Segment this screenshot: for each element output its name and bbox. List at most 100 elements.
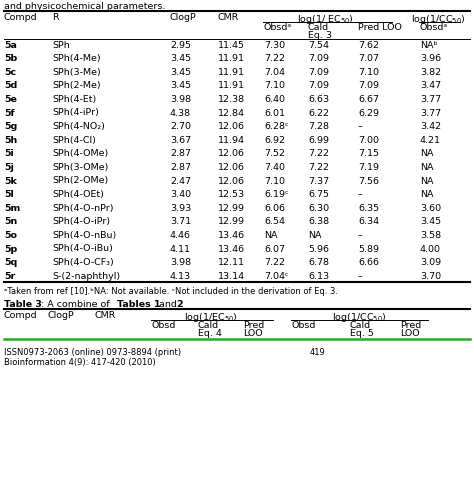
Text: 7.54: 7.54 [308,40,329,49]
Text: SPh(2-Me): SPh(2-Me) [52,81,100,90]
Text: ClogP: ClogP [48,311,75,320]
Text: 6.22: 6.22 [308,108,329,117]
Text: 7.30: 7.30 [264,40,285,49]
Text: 11.91: 11.91 [218,54,245,63]
Text: SPh(4-OEt): SPh(4-OEt) [52,190,104,199]
Text: 7.15: 7.15 [358,149,379,158]
Text: 4.11: 4.11 [170,245,191,253]
Text: 5q: 5q [4,258,17,267]
Text: 5e: 5e [4,95,17,104]
Text: 11.94: 11.94 [218,136,245,145]
Text: 7.09: 7.09 [308,54,329,63]
Text: 5p: 5p [4,245,17,253]
Text: Obsd: Obsd [292,321,316,330]
Text: 2.87: 2.87 [170,149,191,158]
Text: Eq. 5: Eq. 5 [350,329,374,338]
Text: SPh: SPh [52,40,70,49]
Text: 7.22: 7.22 [264,258,285,267]
Text: log(1/EC$_{50}$): log(1/EC$_{50}$) [183,311,237,324]
Text: 5r: 5r [4,272,15,281]
Text: and: and [156,300,180,309]
Text: SPh(4-O-nPr): SPh(4-O-nPr) [52,204,113,212]
Text: Table 3: Table 3 [4,300,42,309]
Text: 7.09: 7.09 [308,81,329,90]
Text: 7.22: 7.22 [308,163,329,172]
Text: 3.60: 3.60 [420,204,441,212]
Text: 3.70: 3.70 [420,272,441,281]
Text: SPh(4-O-iBu): SPh(4-O-iBu) [52,245,113,253]
Text: 2.47: 2.47 [170,176,191,185]
Text: 3.45: 3.45 [170,54,191,63]
Text: SPh(2-OMe): SPh(2-OMe) [52,176,108,185]
Text: 3.98: 3.98 [170,95,191,104]
Text: Tables 1: Tables 1 [117,300,161,309]
Text: 5a: 5a [4,40,17,49]
Text: 6.13: 6.13 [308,272,329,281]
Text: 12.99: 12.99 [218,204,245,212]
Text: 6.07: 6.07 [264,245,285,253]
Text: 3.58: 3.58 [420,231,441,240]
Text: 7.10: 7.10 [358,68,379,77]
Text: 6.38: 6.38 [308,217,329,226]
Text: 6.30: 6.30 [308,204,329,212]
Text: 12.06: 12.06 [218,122,245,131]
Text: 4.46: 4.46 [170,231,191,240]
Text: 7.56: 7.56 [358,176,379,185]
Text: Obsd: Obsd [152,321,176,330]
Text: 6.01: 6.01 [264,108,285,117]
Text: ClogP: ClogP [170,13,197,22]
Text: –: – [358,231,363,240]
Text: Cald: Cald [308,23,329,32]
Text: 3.67: 3.67 [170,136,191,145]
Text: 13.14: 13.14 [218,272,245,281]
Text: 6.19ᶜ: 6.19ᶜ [264,190,289,199]
Text: 7.37: 7.37 [308,176,329,185]
Text: 12.84: 12.84 [218,108,245,117]
Text: 5j: 5j [4,163,14,172]
Text: 3.77: 3.77 [420,108,441,117]
Text: SPh(4-NO₂): SPh(4-NO₂) [52,122,105,131]
Text: –: – [358,272,363,281]
Text: 3.98: 3.98 [170,258,191,267]
Text: Obsdᵃ: Obsdᵃ [420,23,448,32]
Text: 6.29: 6.29 [358,108,379,117]
Text: SPh(4-iPr): SPh(4-iPr) [52,108,99,117]
Text: 2.87: 2.87 [170,163,191,172]
Text: 6.35: 6.35 [358,204,379,212]
Text: 11.45: 11.45 [218,40,245,49]
Text: –: – [358,122,363,131]
Text: 7.22: 7.22 [264,54,285,63]
Text: 13.46: 13.46 [218,231,245,240]
Text: 3.77: 3.77 [420,95,441,104]
Text: NA: NA [308,231,321,240]
Text: –: – [358,190,363,199]
Text: 7.09: 7.09 [358,81,379,90]
Text: 7.09: 7.09 [308,68,329,77]
Text: log(1/ EC$_{50}$): log(1/ EC$_{50}$) [297,13,354,26]
Text: 5o: 5o [4,231,17,240]
Text: 6.66: 6.66 [358,258,379,267]
Text: 7.62: 7.62 [358,40,379,49]
Text: NA: NA [420,163,434,172]
Text: NA: NA [420,176,434,185]
Text: SPh(4-O-CF₃): SPh(4-O-CF₃) [52,258,114,267]
Text: 7.07: 7.07 [358,54,379,63]
Text: 3.45: 3.45 [170,68,191,77]
Text: 7.10: 7.10 [264,176,285,185]
Text: 6.28ᶜ: 6.28ᶜ [264,122,289,131]
Text: 3.82: 3.82 [420,68,441,77]
Text: ᵃTaken from ref [10].ᵇNA: Not available. ᶜNot included in the derivation of Eq. : ᵃTaken from ref [10].ᵇNA: Not available.… [4,287,338,296]
Text: 7.00: 7.00 [358,136,379,145]
Text: 5.96: 5.96 [308,245,329,253]
Text: 12.99: 12.99 [218,217,245,226]
Text: SPh(4-O-nBu): SPh(4-O-nBu) [52,231,116,240]
Text: Obsdᵃ: Obsdᵃ [264,23,292,32]
Text: SPh(4-O-iPr): SPh(4-O-iPr) [52,217,110,226]
Text: 7.28: 7.28 [308,122,329,131]
Text: NA: NA [420,190,434,199]
Text: 3.47: 3.47 [420,81,441,90]
Text: Eq. 3: Eq. 3 [308,31,332,40]
Text: 12.06: 12.06 [218,163,245,172]
Text: Cald: Cald [198,321,219,330]
Text: 12.11: 12.11 [218,258,245,267]
